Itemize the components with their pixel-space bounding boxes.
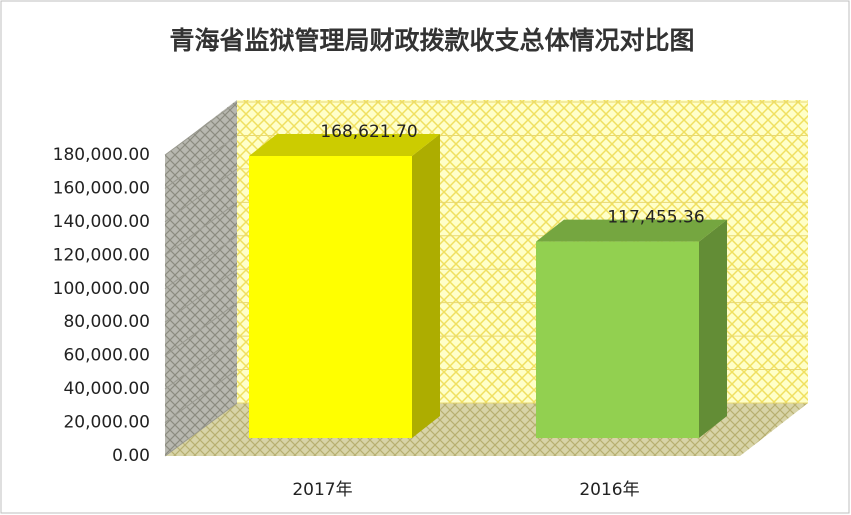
grid-line-side xyxy=(164,369,238,423)
bar-top xyxy=(249,134,440,157)
grid-line-side xyxy=(164,101,238,156)
grid-line-side xyxy=(164,168,238,223)
bar-top xyxy=(536,219,727,242)
bar xyxy=(249,134,440,438)
y-tick-label: 100,000.00 xyxy=(53,279,150,299)
data-label: 168,621.70 xyxy=(320,122,417,142)
y-tick-label: 160,000.00 xyxy=(53,178,150,198)
y-tick-label: 0.00 xyxy=(112,446,150,466)
grid-line-side xyxy=(164,268,238,323)
grid-line-side xyxy=(164,335,238,390)
y-tick-label: 20,000.00 xyxy=(63,413,150,433)
x-tick-label: 2016年 xyxy=(579,480,639,500)
y-tick-label: 180,000.00 xyxy=(53,145,150,165)
x-tick-label: 2017年 xyxy=(292,480,352,500)
side-wall xyxy=(165,100,237,456)
y-tick-label: 80,000.00 xyxy=(63,312,150,332)
bar-side xyxy=(412,134,440,438)
bar-front xyxy=(249,156,412,438)
bar-front xyxy=(536,241,699,438)
y-tick-label: 40,000.00 xyxy=(63,379,150,399)
y-tick-label: 60,000.00 xyxy=(63,346,150,366)
chart-title: 青海省监狱管理局财政拨款收支总体情况对比图 xyxy=(169,26,694,55)
y-tick-label: 140,000.00 xyxy=(53,212,150,232)
grid-line-side xyxy=(164,201,238,256)
grid-line-side xyxy=(164,235,238,290)
grid-line-side xyxy=(164,402,238,457)
bar xyxy=(536,219,727,438)
grid-line-side xyxy=(164,302,238,357)
y-tick-label: 120,000.00 xyxy=(53,245,150,265)
grid-line-side xyxy=(164,135,238,189)
bar-side xyxy=(699,219,727,438)
data-label: 117,455.36 xyxy=(607,208,704,228)
